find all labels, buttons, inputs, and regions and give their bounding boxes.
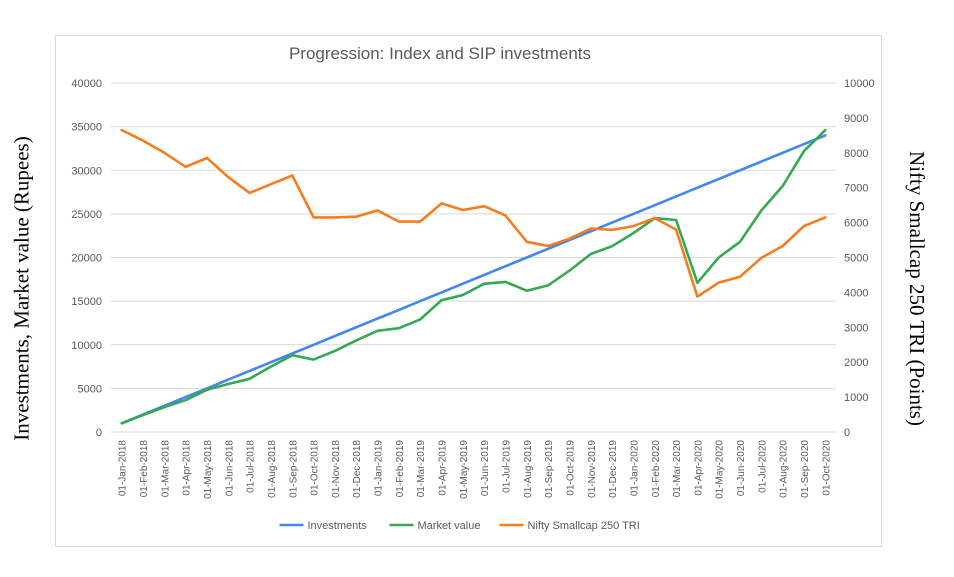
x-tick-label: 01-Mar-2018 xyxy=(160,440,171,498)
x-tick-label: 01-Sep-2019 xyxy=(544,440,555,498)
y-axis-right-title-wrap: Nifty Smallcap 250 TRI (Points) xyxy=(896,0,936,577)
y-left-tick-label: 40000 xyxy=(71,78,102,90)
x-tick-label: 01-Jan-2018 xyxy=(118,440,129,497)
y-left-tick-label: 5000 xyxy=(78,383,102,395)
y-right-tick-label: 9000 xyxy=(844,113,868,125)
x-tick-label: 01-Apr-2019 xyxy=(438,440,449,496)
x-tick-label: 01-Oct-2019 xyxy=(565,440,576,496)
legend-label: Investments xyxy=(308,520,368,532)
x-tick-label: 01-May-2019 xyxy=(459,440,470,499)
y-axis-left-ticks: 0 5000 10000 15000 20000 25000 30000 35000 40000 xyxy=(71,78,102,439)
series-lines xyxy=(120,128,827,425)
x-tick-label: 01-Aug-2019 xyxy=(523,440,534,498)
y-left-tick-label: 25000 xyxy=(71,209,102,221)
series-line-nifty-smallcap-250-tri xyxy=(120,128,827,298)
y-right-tick-label: 2000 xyxy=(844,357,868,369)
y-left-tick-label: 30000 xyxy=(71,165,102,177)
y-left-tick-label: 15000 xyxy=(71,296,102,308)
y-left-tick-label: 0 xyxy=(96,427,102,439)
y-right-tick-label: 4000 xyxy=(844,287,868,299)
x-tick-label: 01-Nov-2019 xyxy=(587,440,598,498)
x-tick-label: 01-Jan-2019 xyxy=(374,440,385,497)
legend: Investments Market value Nifty Smallcap 25… xyxy=(279,520,640,532)
x-tick-label: 01-Mar-2019 xyxy=(416,440,427,498)
x-tick-label: 01-Oct-2018 xyxy=(310,440,321,496)
x-tick-label: 01-Jul-2020 xyxy=(757,440,768,493)
x-tick-label: 01-Mar-2020 xyxy=(672,440,683,498)
legend-label: Market value xyxy=(418,520,481,532)
line-chart: Progression: Index and SIP investments 0… xyxy=(71,44,875,532)
x-tick-label: 01-Jul-2018 xyxy=(246,440,257,493)
y-right-tick-label: 6000 xyxy=(844,218,868,230)
x-tick-label: 01-Jun-2020 xyxy=(736,440,747,497)
x-tick-label: 01-Jul-2019 xyxy=(501,440,512,493)
y-axis-right-title: Nifty Smallcap 250 TRI (Points) xyxy=(904,151,929,426)
x-tick-label: 01-Jun-2019 xyxy=(480,440,491,497)
y-axis-right-ticks: 0 1000 2000 3000 4000 5000 6000 7000 8000 9000 100… xyxy=(844,78,875,439)
y-left-tick-label: 35000 xyxy=(71,122,102,134)
x-tick-label: 01-May-2018 xyxy=(203,440,214,499)
y-right-tick-label: 8000 xyxy=(844,148,868,160)
x-tick-label: 01-Jun-2018 xyxy=(224,440,235,497)
x-tick-label: 01-Feb-2020 xyxy=(651,440,662,498)
y-right-tick-label: 1000 xyxy=(844,392,868,404)
x-tick-label: 01-Aug-2020 xyxy=(779,440,790,498)
x-tick-label: 01-Sep-2018 xyxy=(288,440,299,498)
y-left-tick-label: 10000 xyxy=(71,340,102,352)
y-right-tick-label: 5000 xyxy=(844,253,868,265)
x-tick-label: 01-Apr-2018 xyxy=(182,440,193,496)
y-right-tick-label: 0 xyxy=(844,427,850,439)
y-left-tick-label: 20000 xyxy=(71,253,102,265)
x-tick-label: 01-Jan-2020 xyxy=(629,440,640,497)
gridlines xyxy=(111,82,836,433)
x-tick-label: 01-Apr-2020 xyxy=(693,440,704,496)
x-tick-label: 01-Feb-2018 xyxy=(139,440,150,498)
x-tick-label: 01-Dec-2019 xyxy=(608,440,619,498)
x-axis-ticks: 01-Jan-2018 01-Feb-2018 01-Mar-2018 01-Apr-… xyxy=(118,440,833,499)
y-right-tick-label: 10000 xyxy=(844,78,875,90)
x-tick-label: 01-Sep-2020 xyxy=(800,440,811,498)
y-right-tick-label: 3000 xyxy=(844,322,868,334)
series-line-market-value xyxy=(120,128,827,425)
x-tick-label: 01-May-2020 xyxy=(715,440,726,499)
y-axis-left-title: Investments, Market value (Rupees) xyxy=(9,136,34,441)
x-tick-label: 01-Oct-2020 xyxy=(821,440,832,496)
x-tick-label: 01-Feb-2019 xyxy=(395,440,406,498)
y-right-tick-label: 7000 xyxy=(844,183,868,195)
legend-label: Nifty Smallcap 250 TRI xyxy=(528,520,640,532)
chart-area: Progression: Index and SIP investments 0… xyxy=(55,35,882,547)
y-axis-left-title-wrap: Investments, Market value (Rupees) xyxy=(2,0,42,577)
x-tick-label: 01-Nov-2018 xyxy=(331,440,342,498)
series-line-investments xyxy=(120,134,827,425)
x-tick-label: 01-Dec-2018 xyxy=(352,440,363,498)
chart-title: Progression: Index and SIP investments xyxy=(289,44,591,63)
x-tick-label: 01-Aug-2018 xyxy=(267,440,278,498)
